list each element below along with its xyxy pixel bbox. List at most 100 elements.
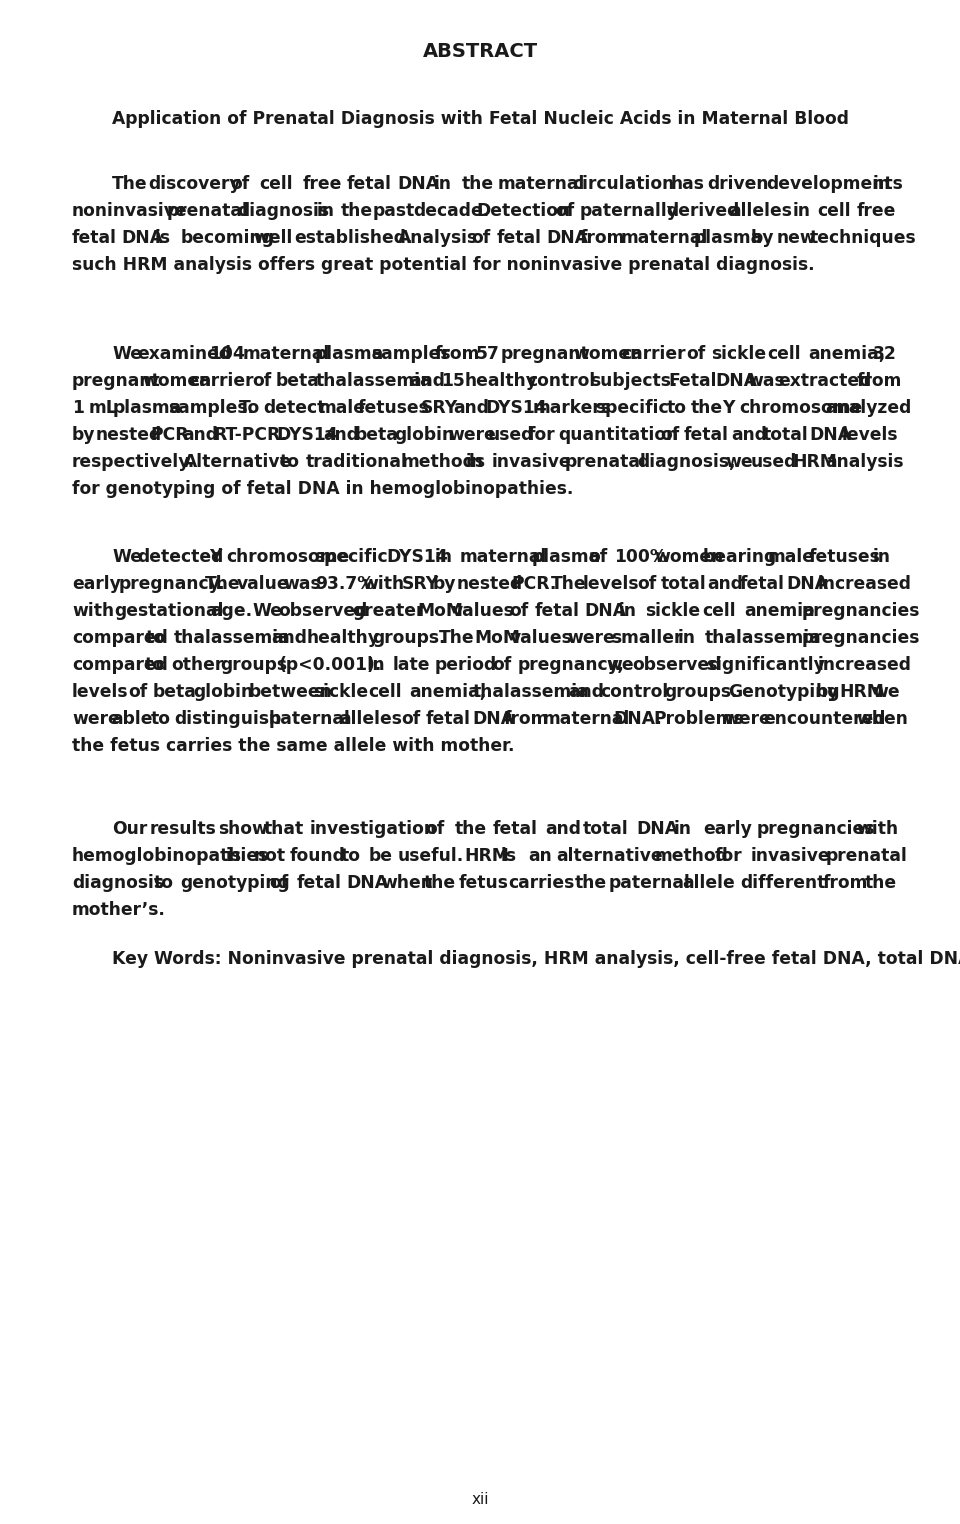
Text: were: were [72,710,120,728]
Text: well: well [253,229,293,247]
Text: genotyping: genotyping [180,873,290,892]
Text: chromosome: chromosome [227,549,349,565]
Text: alleles: alleles [339,710,401,728]
Text: The: The [439,629,474,648]
Text: respectively.: respectively. [72,453,195,471]
Text: paternally: paternally [579,203,678,219]
Text: different: different [741,873,826,892]
Text: DYS14: DYS14 [276,427,338,443]
Text: techniques: techniques [810,229,917,247]
Text: In: In [367,655,385,674]
Text: new: new [777,229,816,247]
Text: of: of [660,427,680,443]
Text: able: able [111,710,153,728]
Text: other: other [171,655,224,674]
Text: becoming: becoming [180,229,275,247]
Text: DNA: DNA [397,175,440,194]
Text: 100%: 100% [613,549,666,565]
Text: SRY: SRY [421,399,458,418]
Text: DNA: DNA [347,873,389,892]
Text: of: of [471,229,491,247]
Text: PCR.: PCR. [512,575,557,593]
Text: PCR: PCR [151,427,189,443]
Text: investigation: investigation [309,820,436,838]
Text: when: when [856,710,908,728]
Text: that: that [264,820,304,838]
Text: 15: 15 [441,372,465,390]
Text: traditional: traditional [305,453,407,471]
Text: maternal: maternal [621,229,708,247]
Text: diagnosis: diagnosis [238,203,329,219]
Text: for: for [527,427,555,443]
Text: mother’s.: mother’s. [72,901,166,919]
Text: in: in [677,629,695,648]
Text: of: of [509,602,528,620]
Text: groups.: groups. [664,683,737,701]
Text: compared: compared [72,655,168,674]
Text: We: We [112,549,142,565]
Text: plasma: plasma [693,229,763,247]
Text: and: and [545,820,582,838]
Text: fetuses: fetuses [358,399,430,418]
Text: DNA: DNA [715,372,757,390]
Text: late: late [393,655,430,674]
Text: detected: detected [137,549,224,565]
Text: for: for [714,847,742,866]
Text: maternal: maternal [242,344,329,363]
Text: fetal: fetal [72,229,117,247]
Text: DNA: DNA [636,820,678,838]
Text: fetal: fetal [492,820,538,838]
Text: such HRM analysis offers great potential for noninvasive prenatal diagnosis.: such HRM analysis offers great potential… [72,256,815,274]
Text: diagnosis: diagnosis [72,873,164,892]
Text: pregnancies: pregnancies [803,602,921,620]
Text: distinguish: distinguish [175,710,281,728]
Text: discovery: discovery [148,175,240,194]
Text: nested: nested [457,575,523,593]
Text: fetal: fetal [425,710,470,728]
Text: To: To [239,399,260,418]
Text: mL: mL [88,399,117,418]
Text: were: were [448,427,496,443]
Text: DNA: DNA [585,602,627,620]
Text: values: values [509,629,572,648]
Text: of: of [270,873,289,892]
Text: early: early [704,820,753,838]
Text: groups: groups [221,655,288,674]
Text: Alternative: Alternative [183,453,292,471]
Text: Our: Our [112,820,147,838]
Text: prenatal: prenatal [564,453,646,471]
Text: an: an [529,847,552,866]
Text: total: total [660,575,707,593]
Text: carrier: carrier [621,344,686,363]
Text: from: from [435,344,480,363]
Text: fetal: fetal [347,175,391,194]
Text: Analysis: Analysis [398,229,478,247]
Text: anemia: anemia [745,602,815,620]
Text: gestational: gestational [114,602,224,620]
Text: Application of Prenatal Diagnosis with Fetal Nucleic Acids in Maternal Blood: Application of Prenatal Diagnosis with F… [111,110,849,128]
Text: be: be [369,847,393,866]
Text: DYS14: DYS14 [386,549,448,565]
Text: DYS14: DYS14 [485,399,546,418]
Text: pregnancies: pregnancies [803,629,921,648]
Text: DNA: DNA [121,229,163,247]
Text: 32: 32 [873,344,897,363]
Text: ABSTRACT: ABSTRACT [422,43,538,61]
Text: we: we [873,683,900,701]
Text: hemoglobinopathies: hemoglobinopathies [72,847,269,866]
Text: fetal: fetal [297,873,342,892]
Text: to: to [341,847,361,866]
Text: noninvasive: noninvasive [72,203,187,219]
Text: cell: cell [369,683,402,701]
Text: free: free [856,203,896,219]
Text: found: found [289,847,346,866]
Text: and: and [324,427,359,443]
Text: greater: greater [351,602,424,620]
Text: alleles: alleles [730,203,792,219]
Text: pregnant: pregnant [72,372,160,390]
Text: total: total [762,427,808,443]
Text: show: show [218,820,268,838]
Text: RT-PCR.: RT-PCR. [213,427,288,443]
Text: to: to [151,710,171,728]
Text: pregnancies: pregnancies [756,820,876,838]
